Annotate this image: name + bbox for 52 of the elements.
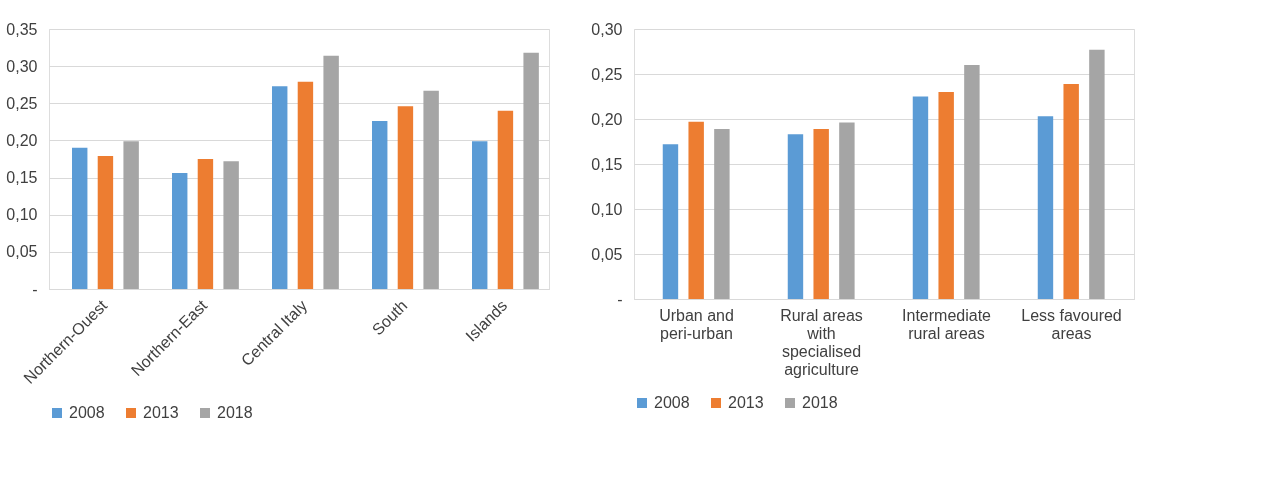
bar bbox=[662, 144, 679, 299]
bar bbox=[472, 141, 488, 289]
bar bbox=[688, 121, 704, 299]
bar bbox=[964, 65, 980, 299]
bar bbox=[372, 121, 388, 289]
legend-label: 2018 bbox=[802, 394, 838, 411]
bar bbox=[1089, 49, 1105, 299]
x-tick-label: Intermediate rural areas bbox=[902, 306, 992, 342]
bar bbox=[497, 110, 514, 289]
bar bbox=[839, 122, 855, 299]
y-tick-label: 0,20 bbox=[6, 131, 38, 149]
legend-label: 2008 bbox=[69, 404, 105, 421]
bar bbox=[223, 161, 239, 289]
y-tick-label: 0,30 bbox=[591, 20, 623, 38]
legend-label: 2013 bbox=[728, 394, 764, 411]
bar bbox=[423, 90, 439, 289]
y-tick-label: - bbox=[32, 280, 38, 298]
y-tick-label: 0,10 bbox=[6, 206, 38, 224]
y-tick-label: 0,15 bbox=[591, 155, 623, 173]
x-tick-label: Less favoured areas bbox=[1021, 306, 1122, 342]
legend-label: 2013 bbox=[143, 404, 179, 421]
y-tick-label: 0,20 bbox=[591, 110, 623, 128]
bar bbox=[172, 173, 188, 289]
bar bbox=[272, 86, 288, 289]
y-tick-label: 0,35 bbox=[6, 20, 38, 38]
bar bbox=[1063, 83, 1079, 299]
bar bbox=[72, 147, 88, 289]
bar bbox=[523, 52, 539, 289]
y-tick-label: 0,10 bbox=[591, 200, 623, 218]
bar bbox=[323, 55, 339, 289]
legend-label: 2008 bbox=[654, 394, 690, 411]
x-tick-label: Urban and peri-urban bbox=[659, 306, 734, 342]
bar bbox=[397, 106, 414, 289]
x-tick-label: Rural areas with specialised agriculture bbox=[780, 306, 863, 378]
y-tick-label: 0,05 bbox=[6, 243, 38, 261]
y-tick-label: - bbox=[617, 290, 623, 308]
bar bbox=[97, 156, 114, 289]
bar bbox=[938, 92, 954, 299]
y-tick-label: 0,15 bbox=[6, 169, 38, 187]
bar bbox=[912, 96, 929, 299]
y-tick-label: 0,25 bbox=[591, 65, 623, 83]
y-tick-label: 0,30 bbox=[6, 57, 38, 75]
bar bbox=[714, 128, 730, 299]
bar bbox=[813, 128, 829, 299]
bar bbox=[197, 159, 214, 289]
bar bbox=[123, 141, 139, 289]
bar bbox=[1037, 116, 1054, 299]
y-tick-label: 0,25 bbox=[6, 94, 38, 112]
bar bbox=[297, 81, 314, 289]
bar bbox=[787, 134, 804, 299]
y-tick-label: 0,05 bbox=[591, 245, 623, 263]
legend-label: 2018 bbox=[217, 404, 253, 421]
